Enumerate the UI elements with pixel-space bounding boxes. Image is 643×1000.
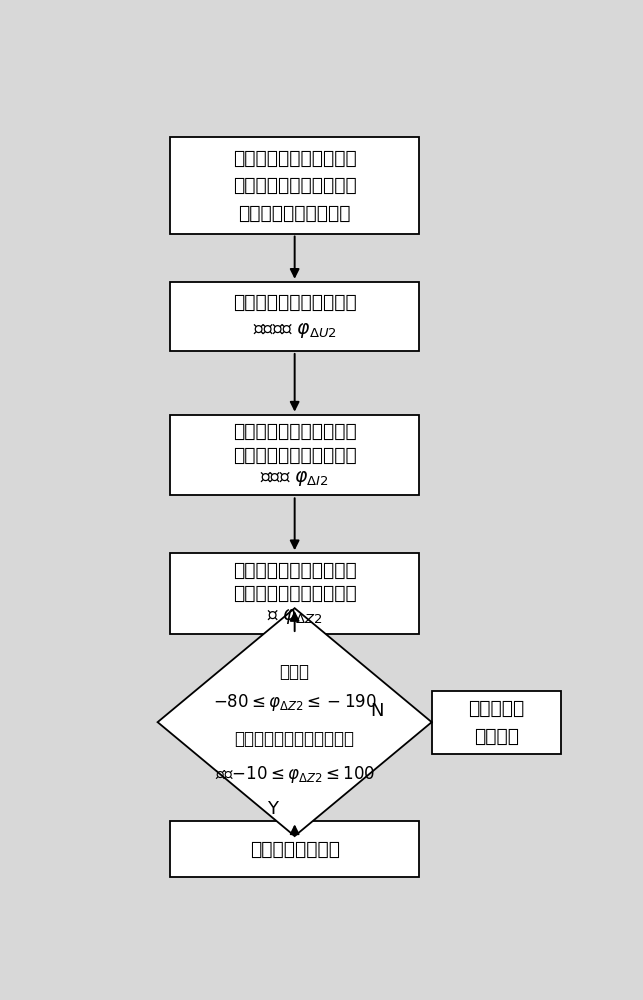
Text: 某线路: 某线路	[280, 663, 310, 681]
Text: 量的相角 $\varphi_{\Delta U2}$: 量的相角 $\varphi_{\Delta U2}$	[253, 321, 337, 340]
FancyBboxPatch shape	[431, 691, 561, 754]
Text: Y: Y	[267, 800, 278, 818]
Text: N: N	[370, 702, 384, 720]
Text: 该线路是故障线路: 该线路是故障线路	[249, 840, 340, 859]
Text: 对配电网中所有线路的近: 对配电网中所有线路的近	[233, 148, 356, 167]
FancyBboxPatch shape	[170, 415, 419, 495]
Text: 且与该线路远母线端相连的: 且与该线路远母线端相连的	[235, 730, 355, 748]
Text: 计算系统负序电压故障分: 计算系统负序电压故障分	[233, 293, 356, 312]
Text: 母线端故障分量负序阻抗: 母线端故障分量负序阻抗	[233, 584, 356, 603]
Text: 计算配电网中所有线路近: 计算配电网中所有线路近	[233, 561, 356, 580]
Text: 母线端三相电流及系统的: 母线端三相电流及系统的	[233, 176, 356, 195]
Text: 故障线路: 故障线路	[474, 726, 519, 746]
FancyBboxPatch shape	[170, 821, 419, 877]
FancyBboxPatch shape	[170, 553, 419, 634]
Polygon shape	[158, 608, 431, 836]
FancyBboxPatch shape	[170, 137, 419, 234]
FancyBboxPatch shape	[170, 282, 419, 351]
Text: 母线端负序电流故障分量: 母线端负序电流故障分量	[233, 445, 356, 464]
Text: 角 $\varphi_{\Delta Z2}$: 角 $\varphi_{\Delta Z2}$	[267, 607, 322, 626]
Text: 线路$-10 \leq \varphi_{\Delta Z2} \leq 100$: 线路$-10 \leq \varphi_{\Delta Z2} \leq 100…	[215, 764, 375, 785]
Text: 计算配电网中所有线路近: 计算配电网中所有线路近	[233, 422, 356, 441]
Text: 该线路不是: 该线路不是	[468, 699, 525, 718]
Text: $-80 \leq \varphi_{\Delta Z2} \leq -190$: $-80 \leq \varphi_{\Delta Z2} \leq -190$	[213, 692, 377, 713]
Text: 三相电压进行同步采样: 三相电压进行同步采样	[239, 203, 351, 222]
Text: 的相角 $\varphi_{\Delta I2}$: 的相角 $\varphi_{\Delta I2}$	[260, 469, 329, 488]
